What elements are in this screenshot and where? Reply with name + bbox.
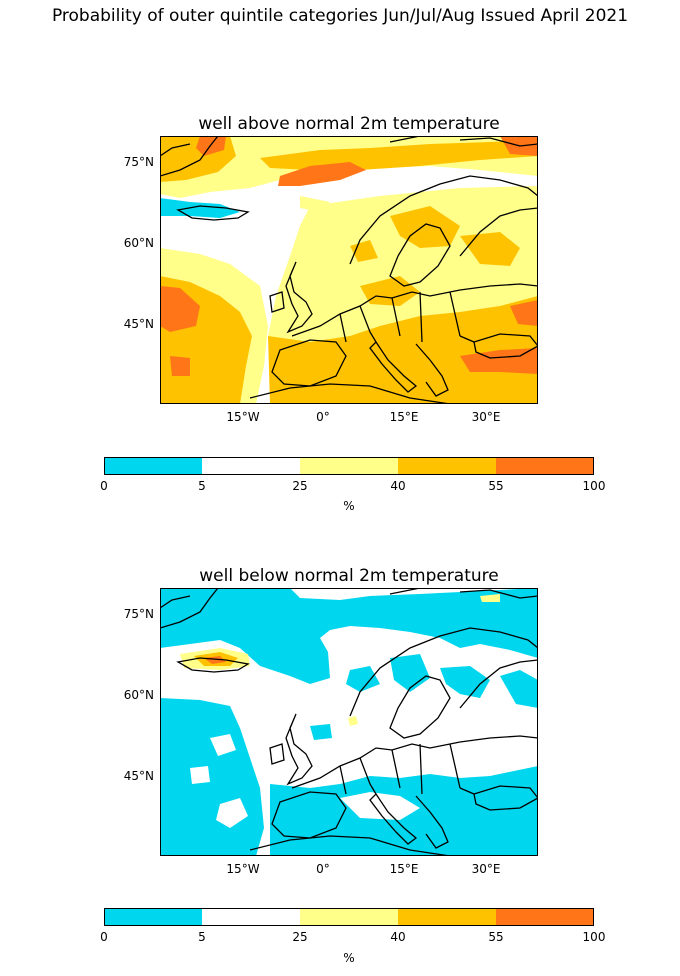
colorbar-2-bin-55-100: [496, 908, 594, 926]
colorbar-1-tick-40: 40: [390, 479, 406, 493]
lat-tick-60: 60°N: [123, 236, 154, 250]
colorbar-2-bin-40-55: [398, 908, 496, 926]
lon-tick-30e: 30°E: [471, 862, 501, 876]
colorbar-1-bin-0-5: [104, 457, 202, 475]
colorbar-2-tick-100: 100: [582, 930, 606, 944]
prob-warm-area: [180, 594, 500, 726]
colorbar-2-bin-5-25: [202, 908, 300, 926]
prob-55-100-area: [160, 136, 538, 376]
lat-tick-75: 75°N: [123, 607, 154, 621]
colorbar-1-tick-55: 55: [488, 479, 504, 493]
colorbar-1-bin-5-25: [202, 457, 300, 475]
colorbar-1-bin-55-100: [496, 457, 594, 475]
colorbar-2: [104, 908, 594, 926]
colorbar-1-unit: %: [343, 499, 355, 513]
lon-tick-0: 0°: [316, 410, 330, 424]
coastlines: [160, 136, 538, 404]
colorbar-2-tick-55: 55: [488, 930, 504, 944]
lat-tick-75: 75°N: [123, 155, 154, 169]
map-well-below-normal: [160, 588, 538, 856]
colorbar-1-tick-5: 5: [198, 479, 206, 493]
lon-tick-15e: 15°E: [389, 862, 419, 876]
map-frame: [160, 588, 538, 856]
lon-tick-0: 0°: [316, 862, 330, 876]
map-frame: [160, 136, 538, 404]
colorbar-2-tick-0: 0: [100, 930, 108, 944]
colorbar-2-tick-5: 5: [198, 930, 206, 944]
colorbar-1-tick-100: 100: [582, 479, 606, 493]
colorbar-2-tick-25: 25: [292, 930, 308, 944]
coastlines: [160, 588, 538, 856]
lat-tick-45: 45°N: [123, 769, 154, 783]
colorbar-1-tick-25: 25: [292, 479, 308, 493]
figure-title: Probability of outer quintile categories…: [51, 6, 629, 26]
lon-tick-15w: 15°W: [226, 862, 260, 876]
panel-1-title: well above normal 2m temperature: [198, 114, 500, 134]
colorbar-2-bin-25-40: [300, 908, 398, 926]
lon-tick-15e: 15°E: [389, 410, 419, 424]
lat-tick-60: 60°N: [123, 688, 154, 702]
lon-tick-30e: 30°E: [471, 410, 501, 424]
colorbar-2-unit: %: [343, 951, 355, 965]
colorbar-1-tick-0: 0: [100, 479, 108, 493]
lat-tick-45: 45°N: [123, 317, 154, 331]
colorbar-1-bin-25-40: [300, 457, 398, 475]
lon-tick-15w: 15°W: [226, 410, 260, 424]
colorbar-2-bin-0-5: [104, 908, 202, 926]
colorbar-1: [104, 457, 594, 475]
colorbar-2-tick-40: 40: [390, 930, 406, 944]
prob-0-5-area: [160, 198, 240, 218]
map-well-above-normal: [160, 136, 538, 404]
panel-2-title: well below normal 2m temperature: [199, 566, 499, 586]
colorbar-1-bin-40-55: [398, 457, 496, 475]
prob-5-25-area: [190, 734, 420, 828]
